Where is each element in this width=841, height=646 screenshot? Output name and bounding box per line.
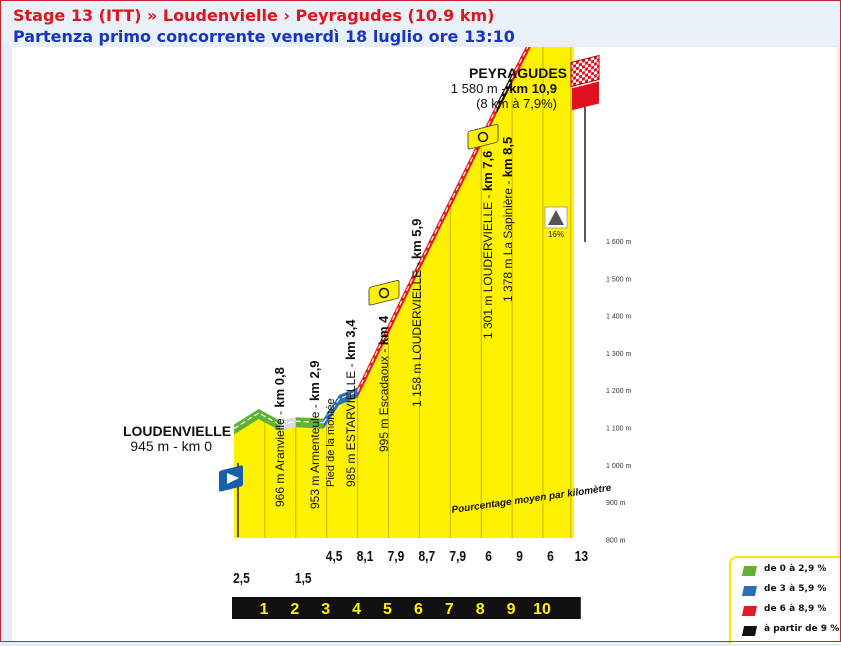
stage-title: Stage 13 (ITT) » Loudenvielle › Peyragud… [13, 6, 495, 25]
gradient-value: 8,7 [419, 548, 436, 565]
km-marker: 1 [259, 601, 268, 618]
gradient-road-segment [280, 417, 296, 431]
km-marker: 8 [476, 601, 485, 618]
elevation-profile-chart: 1 600 m 1 500 m 1 400 m 1 300 m 1 200 m 1 100… [123, 0, 631, 619]
altitude-tick: 1 300 m [606, 351, 631, 358]
km-marker: 2 [290, 601, 299, 618]
profile-canvas: 1 600 m 1 500 m 1 400 m 1 300 m 1 200 m 1 100… [12, 0, 837, 642]
road-centerline [323, 390, 358, 424]
gradient-road-segment [323, 387, 358, 429]
place-label: 966 m Aranvielle - km 0,8 [272, 367, 287, 507]
road-centerline [233, 412, 281, 430]
legend-label: de 0 à 2,9 % [764, 564, 827, 574]
stopwatch-icon [378, 287, 390, 299]
gradient-value: 2,5 [233, 570, 250, 587]
timing-flag [368, 280, 400, 306]
place-note: Pied de la montée [325, 398, 337, 487]
finish-climb: (8 km à 7,9%) [476, 96, 557, 111]
gradient-value: 13 [575, 548, 589, 565]
timing-flag [467, 124, 499, 150]
km-marker: 6 [414, 601, 423, 618]
gradient-legend: de 0 à 2,9 % de 3 à 5,9 % de 6 à 8,9 % à… [729, 556, 841, 644]
start-info: 945 m - km 0 [130, 438, 212, 454]
gradient-value: 8,1 [357, 548, 374, 565]
legend-label: à partir de 9 % [764, 624, 840, 634]
km-marker: 9 [507, 601, 516, 618]
gradient-road-segment [234, 409, 281, 435]
altitude-tick: 900 m [606, 500, 626, 507]
checkered-flag-icon [570, 54, 600, 88]
altitude-tick: 1 600 m [606, 239, 631, 246]
place-label: 1 378 m La Sapinière - km 8,5 [500, 137, 515, 302]
gradient-road-segment [357, 103, 497, 398]
place-label: 1 301 m LOUDERVIELLE - km 7,6 [480, 151, 495, 339]
gradient-value: 1,5 [295, 570, 312, 587]
gradient-value: 9 [516, 548, 523, 565]
gradient-road-segment [295, 417, 324, 429]
place-label: 985 m ESTARVIELLE - km 3,4 [343, 319, 358, 487]
km-marker: 5 [383, 601, 392, 618]
altitude-tick: 1 100 m [606, 426, 631, 433]
legend-label: de 6 à 8,9 % [764, 604, 827, 614]
finish-flag [572, 81, 599, 111]
header-bar: Stage 13 (ITT) » Loudenvielle › Peyragud… [0, 0, 841, 46]
finish-info: 1 580 m - km 10,9 [451, 81, 557, 96]
gradient-value: 7,9 [449, 548, 466, 565]
altitude-tick: 1 500 m [606, 276, 631, 283]
gradient-value: 4,5 [326, 548, 343, 565]
finish-name: PEYRAGUDES [469, 65, 567, 81]
altitude-tick: 1 000 m [606, 463, 631, 470]
road-centerline [280, 420, 296, 426]
km-band [232, 597, 581, 619]
altitude-tick: 1 200 m [606, 388, 631, 395]
km-marker: 7 [445, 601, 454, 618]
max-gradient-label: 16% [548, 230, 564, 239]
stopwatch-icon [477, 131, 489, 143]
start-name: LOUDENVIELLE [123, 423, 231, 439]
gradient-value: 7,9 [388, 548, 405, 565]
altitude-tick: 800 m [606, 537, 626, 544]
place-label: 953 m Armenteule - km 2,9 [307, 360, 322, 509]
km-marker: 10 [533, 601, 551, 618]
place-label: 995 m Escadaoux - km 4 [376, 315, 391, 452]
road-centerline [496, 77, 513, 109]
play-icon [227, 473, 239, 484]
slope-warning-icon [548, 210, 564, 225]
legend-label: de 3 à 5,9 % [764, 584, 827, 594]
place-label: 1 158 m LOUDERVIELLE - km 5,9 [409, 219, 424, 407]
gradient-value: 6 [485, 548, 492, 565]
road-centerline [295, 420, 324, 424]
start-time-subtitle: Partenza primo concorrente venerdì 18 lu… [13, 27, 515, 46]
km-marker: 4 [352, 601, 361, 618]
km-marker: 3 [321, 601, 330, 618]
altitude-tick: 1 400 m [606, 314, 631, 321]
gradient-value: 6 [547, 548, 554, 565]
